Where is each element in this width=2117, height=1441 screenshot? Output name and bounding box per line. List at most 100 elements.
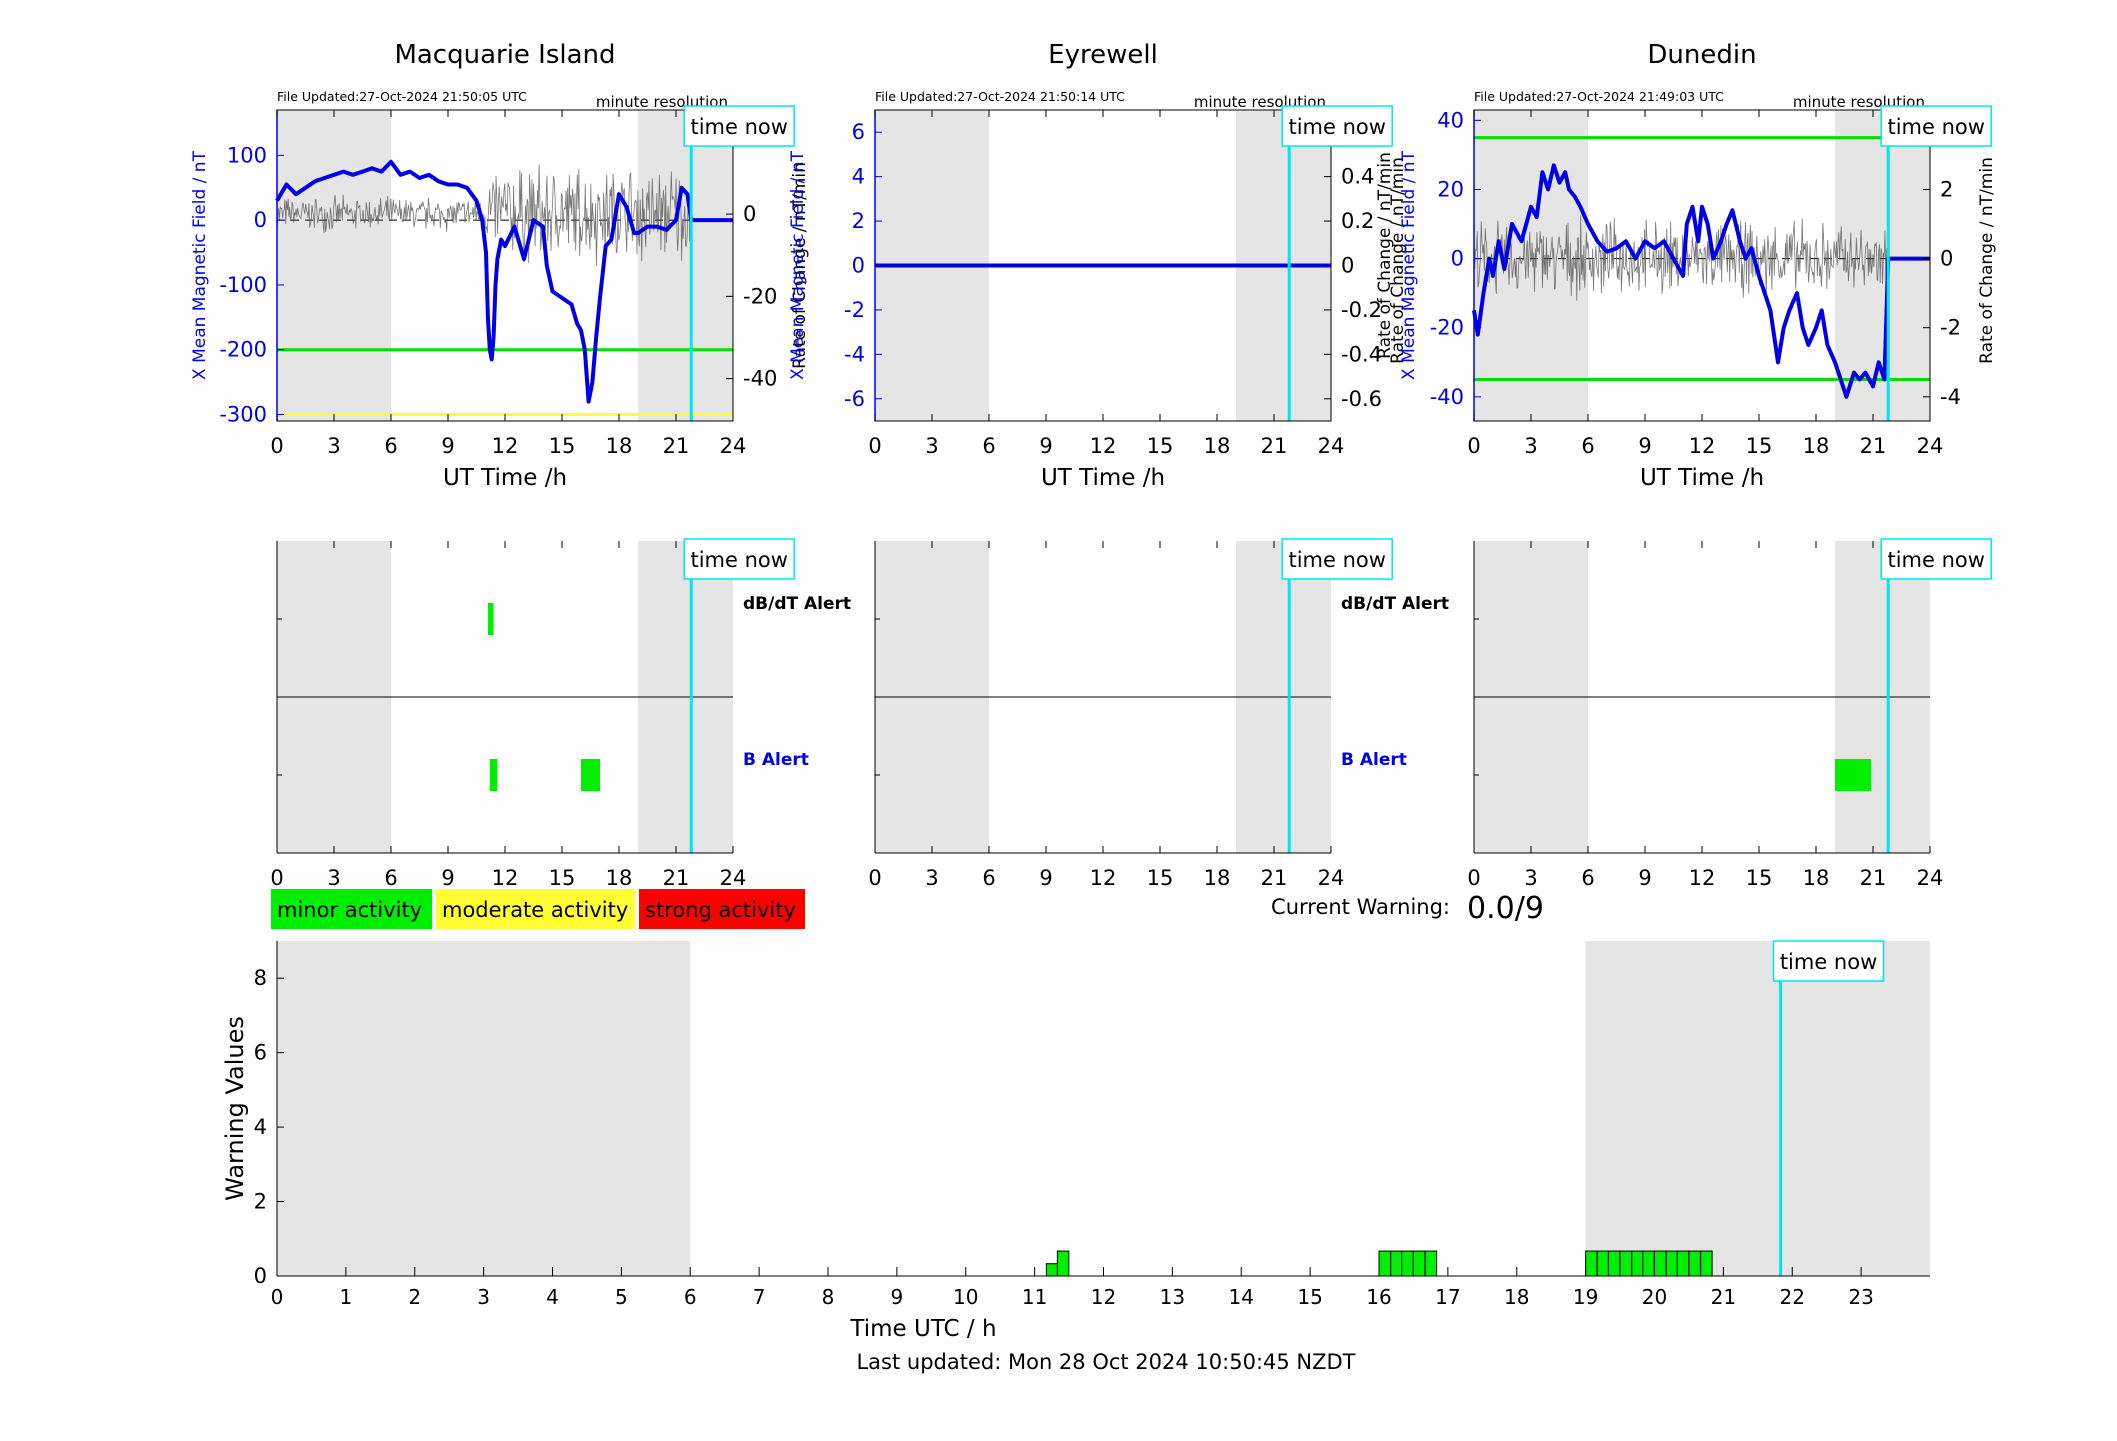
x-tick-label: 6 [384,434,397,458]
x-tick-label: 9 [441,434,454,458]
y-tick-label: 4 [852,165,865,189]
file-updated-label: File Updated:27-Oct-2024 21:50:05 UTC [277,89,527,104]
y2-tick-label: 0 [1341,254,1354,278]
night-band [1585,941,1930,1276]
x-tick-label: 6 [1581,866,1594,890]
y-tick-label: 0 [852,254,865,278]
x-tick-label: 24 [720,866,747,890]
x-tick-label: 15 [1297,1285,1322,1309]
file-updated-label: File Updated:27-Oct-2024 21:50:14 UTC [875,89,1125,104]
x-tick-label: 9 [1039,866,1052,890]
x-tick-label: 7 [753,1285,766,1309]
warning-bar [1596,1250,1610,1277]
y2-tick-label: 0 [1940,247,1953,271]
x-tick-label: 3 [327,434,340,458]
x-tick-label: 0 [270,434,283,458]
time-now-box [1281,105,1393,147]
panel-title: Dunedin [1647,40,1756,70]
x-tick-label: 9 [1039,434,1052,458]
warning-bar [1654,1250,1667,1277]
x-tick-label: 21 [1261,434,1288,458]
x-tick-label: 11 [1022,1285,1047,1309]
x-tick-label: 15 [1746,866,1773,890]
y-tick-label: -40 [1430,385,1464,409]
x-tick-label: 2 [408,1285,421,1309]
y-tick-label: -2 [844,298,865,322]
night-band [638,110,733,421]
x-tick-label: 23 [1848,1285,1873,1309]
x-tick-label: 12 [1689,434,1716,458]
x-tick-label: 24 [1917,866,1944,890]
x-tick-label: 24 [1318,434,1345,458]
x-axis-label: UT Time /h [1041,465,1165,491]
warning-bar [1619,1250,1633,1277]
y2-tick-label: -4 [1940,385,1961,409]
legend-swatch [436,889,635,929]
warning-bar [1401,1250,1414,1277]
x-tick-label: 21 [1711,1285,1736,1309]
x-tick-label: 3 [925,434,938,458]
time-now-label: time now [1887,548,1984,572]
y2-axis-label-left: Rate of Change / nT/min [1375,152,1395,359]
time-now-box [1880,105,1992,147]
warning-bar [1045,1263,1059,1277]
y-tick-label: 2 [254,1190,267,1214]
x-tick-label: 0 [1467,434,1480,458]
y-tick-label: 0 [254,208,267,232]
y-tick-label: -6 [844,387,865,411]
y-tick-label: 0 [1451,247,1464,271]
y2-tick-label: -0.2 [1341,298,1382,322]
y-tick-label: 40 [1437,108,1464,132]
x-tick-label: 0 [868,434,881,458]
warning-bar [1676,1250,1690,1277]
x-tick-label: 19 [1573,1285,1598,1309]
y-axis-label: X Mean Magnetic Field / nT [1399,150,1419,380]
y2-tick-label: -20 [743,284,777,308]
b-alert-label: B Alert [743,750,809,770]
x-tick-label: 24 [1917,434,1944,458]
time-now-box [1772,940,1885,982]
time-now-label: time now [1288,115,1385,139]
dbdt-alert-label: dB/dT Alert [743,594,851,614]
magnetic-field-series [275,159,733,404]
warning-bar [1056,1250,1070,1277]
time-now-box [1281,538,1393,580]
warning-bar [1412,1250,1426,1277]
x-tick-label: 6 [384,866,397,890]
x-tick-label: 18 [1803,866,1830,890]
y-tick-label: -200 [219,338,267,362]
time-now-label: time now [1288,548,1385,572]
legend-swatch [639,889,805,929]
x-tick-label: 18 [606,866,633,890]
x-tick-label: 18 [1204,866,1231,890]
x-tick-label: 3 [327,866,340,890]
panel-title: Eyrewell [1048,40,1158,70]
x-tick-label: 12 [1090,434,1117,458]
x-tick-label: 9 [441,866,454,890]
x-tick-label: 3 [477,1285,490,1309]
alert-bar [581,759,600,791]
x-tick-label: 21 [1860,434,1887,458]
y-axis-label: X Mean Magnetic Field / nT [190,150,210,380]
y-tick-label: 8 [254,966,267,990]
alert-bar [487,603,494,635]
x-tick-label: 9 [1638,434,1651,458]
y-axis-label: X Mean Magnetic Field / nT [788,150,808,380]
time-now-box [1880,538,1992,580]
x-tick-label: 15 [1147,434,1174,458]
footer-last-updated: Last updated: Mon 28 Oct 2024 10:50:45 N… [856,1350,1355,1374]
warning-bar [1378,1250,1391,1277]
time-now-label: time now [1780,950,1877,974]
y2-tick-label: -40 [743,367,777,391]
legend-label: moderate activity [442,898,628,922]
y2-tick-label: 0.2 [1341,209,1374,233]
y2-axis-label: Rate of Change / nT/min [790,162,810,369]
time-now-box [683,538,795,580]
night-band [277,941,691,1276]
warning-bar [1700,1250,1713,1277]
x-tick-label: 14 [1229,1285,1254,1309]
panel-title: Macquarie Island [394,40,615,70]
b-alert-label: B Alert [1341,750,1407,770]
x-tick-label: 21 [663,434,690,458]
warning-bar [1688,1250,1701,1277]
